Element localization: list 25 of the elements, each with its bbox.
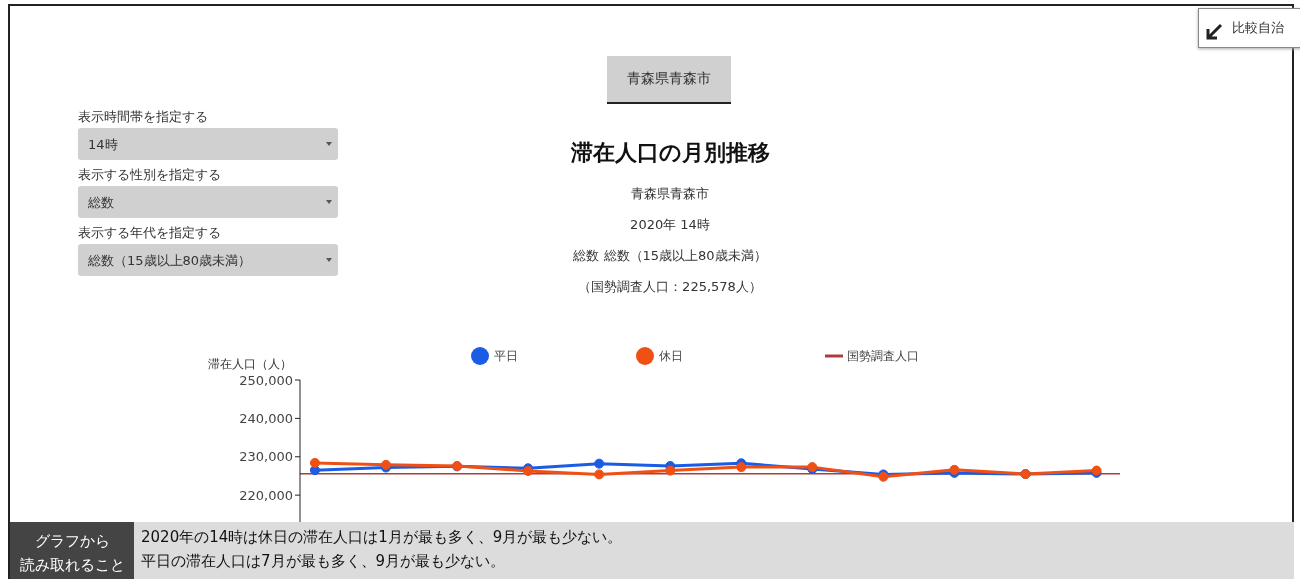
text: 表示時間帯を指定する	[78, 108, 208, 126]
text: 総数 総数（15歳以上80歳未満）	[572, 247, 768, 265]
text: 比較自治	[1232, 19, 1284, 37]
text: 2020年 14時	[629, 216, 711, 234]
y-axis-title: 滞在人口（人）	[207, 356, 293, 373]
text: 表示する性別を指定する	[78, 166, 221, 184]
legend-label: 平日	[493, 347, 518, 365]
text: 青森県青森市	[607, 56, 731, 104]
y-tick-label: 230,000	[239, 449, 293, 465]
text: 14時	[88, 136, 118, 154]
text: （国勢調査人口：225,578人）	[577, 278, 763, 296]
text: 2020年の14時は休日の滞在人口は1月が最も多く、9月が最も少ない。	[141, 528, 623, 547]
y-tick-label: 220,000	[239, 487, 293, 503]
chart-title: 滞在人口の月別推移	[569, 139, 771, 167]
legend-label: 国勢調査人口	[846, 347, 919, 365]
chart-subtitle: 青森県青森市	[630, 185, 710, 203]
text: 表示する年代を指定する	[78, 224, 221, 242]
text: 総数	[88, 194, 114, 212]
legend-label: 休日	[658, 347, 683, 365]
y-tick-label: 240,000	[239, 410, 293, 426]
text: グラフから	[33, 531, 111, 552]
text: 総数（15歳以上80歳未満）	[88, 252, 252, 270]
y-tick-label: 250,000	[239, 372, 293, 388]
text: 読み取れること	[18, 555, 126, 576]
text: 平日の滞在人口は7月が最も多く、9月が最も少ない。	[141, 552, 506, 571]
